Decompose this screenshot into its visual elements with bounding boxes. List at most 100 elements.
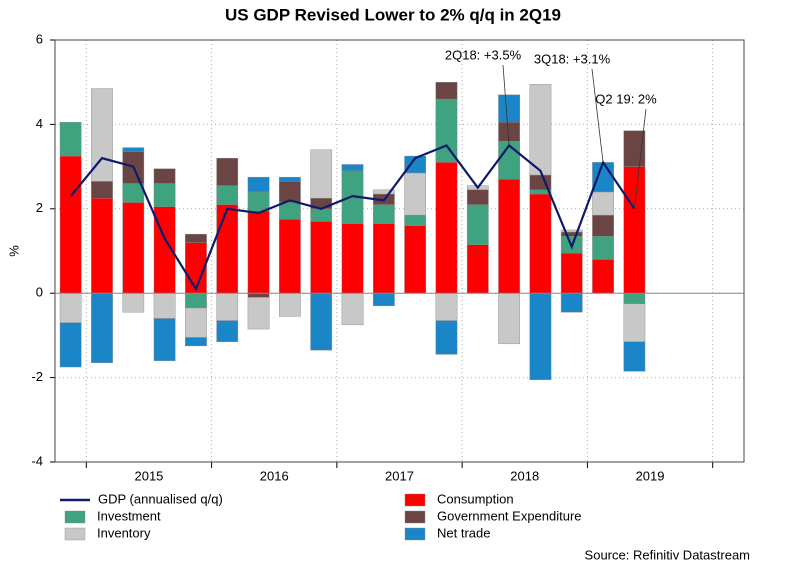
bar-segment <box>185 293 207 309</box>
bar-segment <box>560 229 583 233</box>
bar-segment <box>404 214 427 226</box>
annotation-leader <box>591 68 604 163</box>
bar-segment <box>247 297 270 330</box>
legend-swatch <box>64 510 86 524</box>
bar-segment <box>310 149 333 199</box>
bar-segment <box>466 204 489 245</box>
bar-segment <box>498 179 520 294</box>
bar-segment <box>592 259 614 294</box>
bar-segment <box>623 130 646 167</box>
legend-label: Investment <box>97 508 161 523</box>
bar-segment <box>560 231 583 237</box>
bar-segment <box>623 341 646 372</box>
legend-label: Government Expenditure <box>437 508 582 523</box>
annotation-leader <box>502 64 510 146</box>
bar-segment <box>372 293 395 307</box>
bar-segment <box>91 88 113 182</box>
bar-segment <box>185 307 207 338</box>
x-tick-label: 2019 <box>636 468 665 483</box>
bar-segment <box>592 191 614 216</box>
bar-segment <box>247 191 270 212</box>
legend-swatch <box>64 527 86 541</box>
bar-segment <box>91 198 113 294</box>
bar-segment <box>529 193 552 294</box>
bar-segment <box>466 189 489 205</box>
annotation: 3Q18: +3.1% <box>534 51 611 66</box>
bar-segment <box>122 147 145 153</box>
x-tick-label: 2016 <box>260 468 289 483</box>
bar-segment <box>59 322 82 368</box>
y-tick-label: 4 <box>36 116 43 131</box>
bar-segment <box>404 225 427 294</box>
x-tick-label: 2015 <box>134 468 163 483</box>
bar-segment <box>279 219 301 294</box>
legend-swatch <box>404 510 426 524</box>
bar-segment <box>216 185 239 205</box>
y-tick-label: 2 <box>36 200 43 215</box>
bar-segment <box>122 202 145 294</box>
bar-segment <box>435 320 458 355</box>
bar-segment <box>185 337 207 347</box>
bar-segment <box>623 303 646 342</box>
bar-segment <box>153 183 176 207</box>
bar-segment <box>435 81 458 100</box>
bar-segment <box>310 208 333 222</box>
bar-segment <box>91 293 113 364</box>
bar-segment <box>435 98 458 163</box>
bar-segment <box>404 155 427 174</box>
bar-segment <box>122 293 145 313</box>
bar-segment <box>592 162 614 193</box>
bar-segment <box>560 293 583 313</box>
bar-segment <box>623 293 646 304</box>
legend-label: GDP (annualised q/q) <box>98 491 223 506</box>
bar-segment <box>279 176 301 182</box>
bar-segment <box>247 210 270 294</box>
chart-title: US GDP Revised Lower to 2% q/q in 2Q19 <box>225 5 561 24</box>
y-tick-label: -4 <box>31 453 43 468</box>
bar-segment <box>560 252 583 294</box>
bar-segment <box>341 164 364 172</box>
bar-segment <box>247 293 270 298</box>
annotation: 2Q18: +3.5% <box>445 47 522 62</box>
gdp-line <box>69 143 636 292</box>
source: Source: Refinitiv Datastream <box>585 547 750 562</box>
bar-segment <box>153 293 176 319</box>
bar-segment <box>623 166 646 294</box>
bar-segment <box>216 157 239 186</box>
legend-label: Net trade <box>437 525 490 540</box>
bar-segment <box>216 293 239 321</box>
bar-segment <box>247 176 270 193</box>
bar-segment <box>279 293 301 317</box>
bar-segment <box>153 168 176 184</box>
bar-segment <box>59 155 82 294</box>
bar-segment <box>498 293 520 345</box>
legend-swatch <box>404 527 426 541</box>
bar-segment <box>91 181 113 199</box>
bar-segment <box>592 236 614 260</box>
plot-frame <box>54 39 745 463</box>
bar-segment <box>310 293 333 351</box>
bar-segment <box>498 122 520 142</box>
bar-segment <box>372 223 395 294</box>
bar-segment <box>310 221 333 294</box>
bar-segment <box>341 223 364 294</box>
bar-segment <box>279 202 301 220</box>
bar-segment <box>216 320 239 342</box>
y-tick-label: -2 <box>31 369 43 384</box>
y-axis-label: % <box>6 245 21 257</box>
bar-segment <box>153 318 176 361</box>
bar-segment <box>466 244 489 294</box>
bar-segment <box>59 293 82 323</box>
bar-segment <box>185 233 207 243</box>
bar-segment <box>404 172 427 216</box>
legend-label: Consumption <box>437 491 514 506</box>
y-tick-label: 0 <box>36 285 43 300</box>
bar-segment <box>435 162 458 294</box>
bar-segment <box>341 293 364 326</box>
y-tick-label: 6 <box>36 31 43 46</box>
annotation: Q2 19: 2% <box>595 91 657 106</box>
bar-segment <box>59 122 82 157</box>
bar-segment <box>498 94 520 123</box>
legend-swatch <box>404 493 426 507</box>
